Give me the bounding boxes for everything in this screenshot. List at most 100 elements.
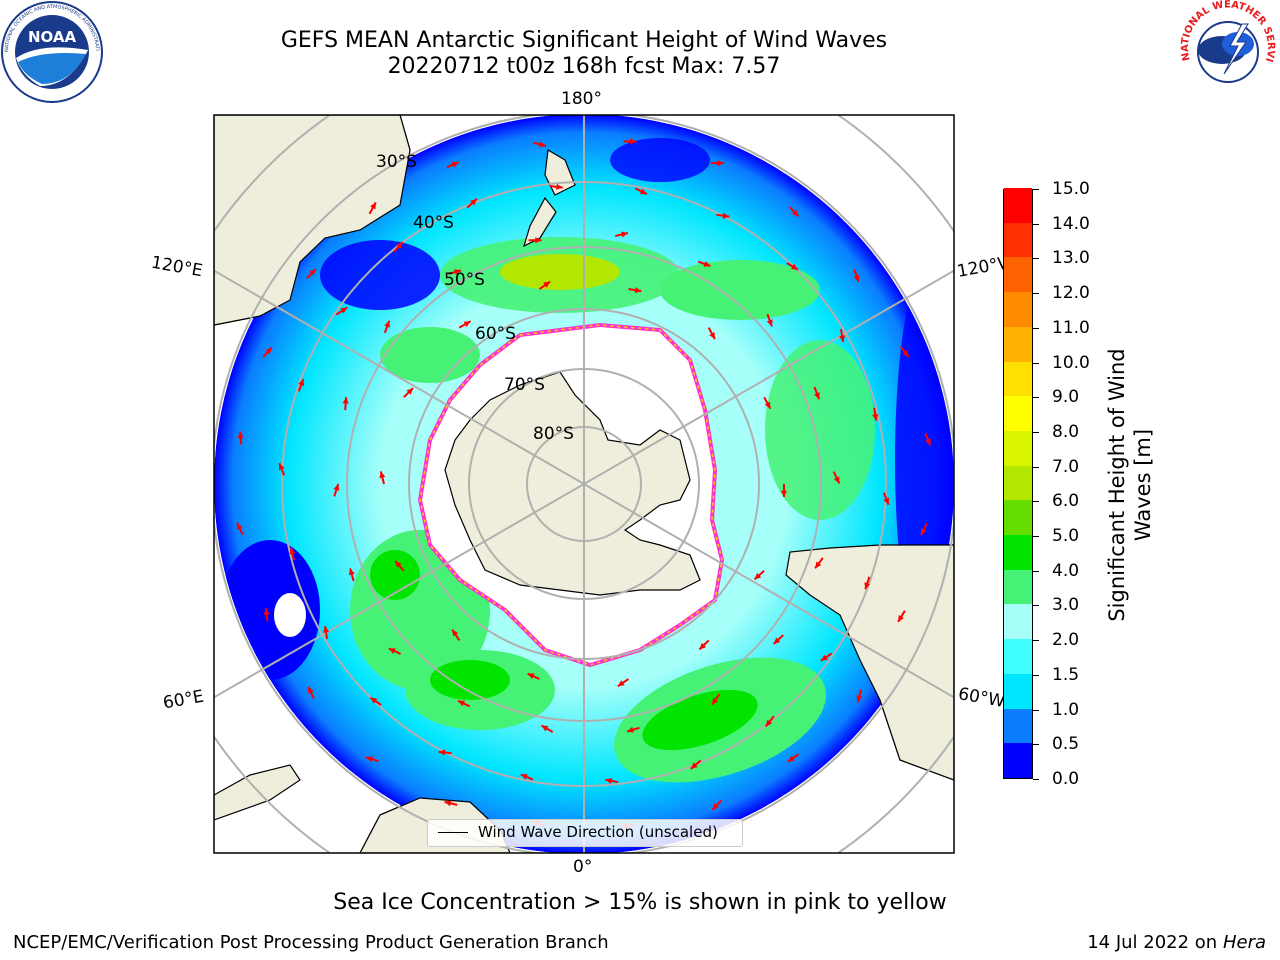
wave-direction-arrowhead	[627, 726, 634, 733]
wave-direction-arrowhead	[452, 629, 459, 637]
wave-direction-arrowhead	[872, 413, 879, 421]
colorbar-segment	[1004, 708, 1032, 744]
colorbar-tick-label: 9.0	[1052, 387, 1080, 408]
wave-direction-arrowhead	[815, 561, 822, 569]
colorbar-segment	[1004, 638, 1032, 674]
colorbar-tick	[1033, 431, 1039, 433]
wave-direction-arrowhead	[520, 774, 528, 780]
colorbar-tick-label: 10.0	[1052, 352, 1090, 373]
colorbar-tick	[1033, 744, 1039, 746]
wave-direction-arrowhead	[754, 572, 762, 580]
wave-direction-arrowhead	[712, 803, 719, 810]
wave-direction-arrowhead	[787, 755, 795, 762]
wave-direction-arrowhead	[539, 141, 546, 148]
colorbar-segment	[1004, 291, 1032, 327]
colorbar-segment	[1004, 499, 1032, 536]
wave-direction-arrowhead	[722, 212, 730, 219]
wind-wave-arrows	[236, 138, 932, 829]
wave-direction-arrowhead	[541, 725, 549, 732]
wave-direction-arrowhead	[463, 321, 471, 327]
colorbar-segment	[1004, 187, 1032, 223]
noaa-logo-icon: NOAA NATIONAL OCEANIC AND ATMOSPHERIC AD…	[0, 0, 103, 103]
colorbar-tick	[1033, 466, 1039, 468]
wave-direction-arrowhead	[820, 654, 828, 661]
graticule	[214, 115, 954, 853]
colorbar-segment	[1004, 742, 1032, 778]
wave-direction-arrowhead	[621, 231, 628, 238]
wave-direction-arrowhead	[630, 138, 637, 145]
wave-direction-arrowhead	[308, 686, 314, 694]
legend-label: Wind Wave Direction (unscaled)	[478, 823, 718, 841]
nws-logo-icon: NATIONAL WEATHER SERVICE	[1176, 0, 1276, 100]
madagascar-land	[214, 764, 301, 821]
colorbar-tick	[1033, 258, 1039, 260]
wave-direction-arrowhead	[388, 648, 396, 654]
colorbar-segment	[1004, 430, 1032, 466]
wave-direction-arrowhead	[348, 568, 355, 576]
wave-direction-arrowhead	[438, 749, 446, 756]
colorbar-tick-label: 15.0	[1052, 179, 1090, 199]
wave-direction-arrowhead	[543, 281, 551, 288]
wave-direction-arrowhead	[333, 483, 340, 491]
colorbar-tick-label: 0.0	[1052, 769, 1080, 789]
wave-direction-arrowhead	[605, 777, 613, 784]
wave-direction-arrowhead	[451, 161, 459, 168]
wave-direction-arrowhead	[764, 401, 771, 409]
new-zealand-land	[523, 149, 576, 248]
wave-direction-arrowhead	[883, 497, 890, 505]
colorbar-tick-label: 11.0	[1052, 317, 1090, 338]
colorbar-tick	[1033, 779, 1039, 780]
map-legend: Wind Wave Direction (unscaled)	[427, 819, 743, 847]
colorbar-tick-label: 14.0	[1052, 213, 1090, 234]
colorbar-segment	[1004, 361, 1032, 397]
wave-direction-arrowhead	[925, 438, 931, 446]
wave-direction-arrowhead	[639, 188, 647, 195]
wave-direction-arrowhead	[709, 332, 715, 340]
colorbar-tick	[1033, 293, 1039, 295]
wave-direction-arrowhead	[898, 614, 904, 622]
colorbar-segment	[1004, 569, 1032, 605]
colorbar-tick	[1033, 189, 1039, 190]
colorbar-tick-label: 1.5	[1052, 664, 1080, 685]
wave-direction-arrowhead	[766, 319, 773, 327]
wave-direction-arrowhead	[340, 307, 348, 314]
colorbar-tick	[1033, 709, 1039, 711]
colorbar-tick	[1033, 501, 1039, 503]
colorbar-tick-label: 1.0	[1052, 699, 1080, 720]
footer-date: 14 Jul 2022 on Hera	[1087, 932, 1266, 953]
wave-direction-arrowhead	[617, 680, 625, 687]
colorbar-tick	[1033, 674, 1039, 676]
footer-credit: NCEP/EMC/Verification Post Processing Pr…	[13, 932, 609, 953]
colorbar-tick-label: 3.0	[1052, 595, 1080, 616]
wave-direction-arrowhead	[384, 320, 390, 328]
wave-direction-arrowhead	[535, 237, 542, 244]
colorbar-tick-label: 0.5	[1052, 734, 1080, 755]
wave-direction-arrowhead	[791, 209, 799, 217]
wave-direction-arrowhead	[278, 463, 285, 471]
map-frame-content	[214, 115, 954, 853]
wave-direction-arrowhead	[236, 522, 243, 530]
wave-direction-arrowhead	[454, 269, 462, 276]
wave-direction-arrowhead	[395, 561, 402, 568]
wave-direction-arrowhead	[366, 756, 373, 763]
lat-label-70s: 70°S	[504, 375, 545, 395]
lat-label-60s: 60°S	[475, 324, 516, 344]
colorbar-segment	[1004, 395, 1032, 431]
svg-text:NOAA: NOAA	[28, 28, 77, 46]
wave-direction-arrowhead	[699, 642, 707, 650]
wave-direction-arrowhead	[856, 695, 863, 703]
colorbar-segment	[1004, 326, 1032, 362]
legend-line-swatch	[438, 832, 468, 833]
colorbar-label: Significant Height of Wind Waves [m]	[1105, 348, 1155, 622]
wave-direction-arrowhead	[379, 471, 386, 479]
map-title: GEFS MEAN Antarctic Significant Height o…	[280, 28, 888, 53]
wave-direction-arrowhead	[265, 347, 272, 355]
wave-direction-arrowhead	[717, 160, 724, 167]
colorbar-segment	[1004, 256, 1032, 293]
wave-direction-arrowhead	[298, 379, 304, 387]
colorbar-tick	[1033, 327, 1039, 329]
footer-host: Hera	[1222, 932, 1266, 953]
colorbar-tick	[1033, 362, 1039, 364]
map-subtitle: 20220712 t00z 168h fcst Max: 7.57	[387, 54, 781, 79]
